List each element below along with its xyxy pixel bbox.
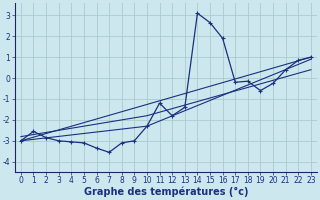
- X-axis label: Graphe des températures (°c): Graphe des températures (°c): [84, 187, 248, 197]
